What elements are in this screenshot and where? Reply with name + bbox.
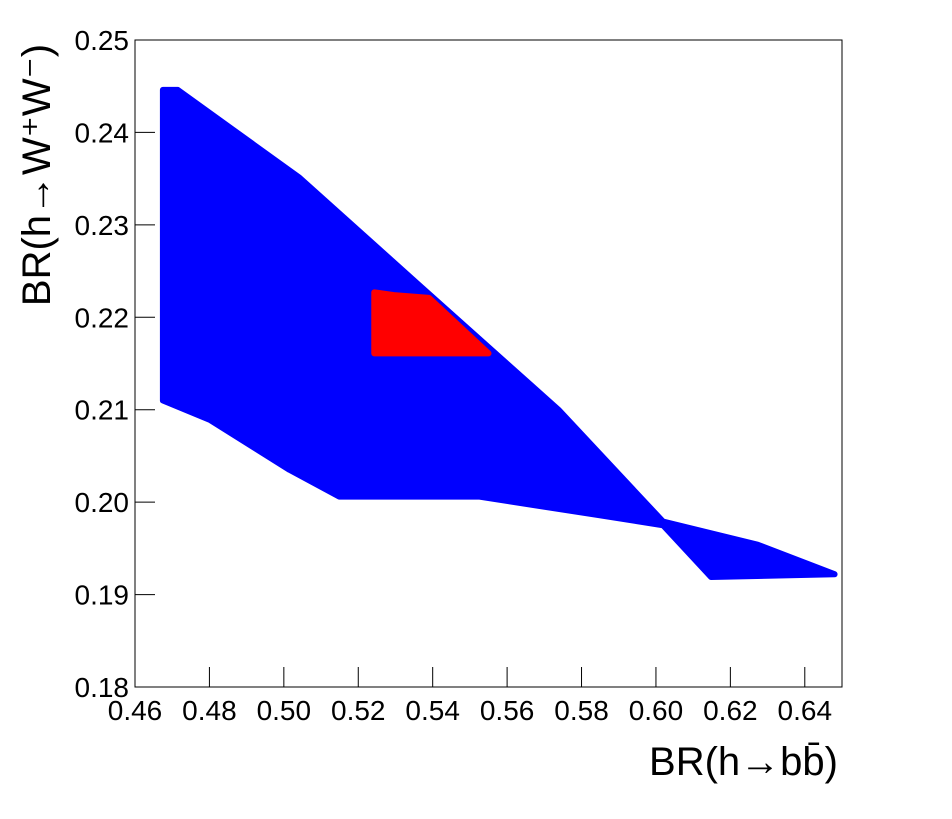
x-tick-label: 0.48: [182, 695, 237, 726]
x-tick-label: 0.54: [405, 695, 460, 726]
y-tick-label: 0.22: [75, 302, 130, 333]
y-tick-label: 0.23: [75, 210, 130, 241]
y-axis-label: BR(h→W⁺W⁻): [15, 44, 59, 306]
region: [159, 86, 838, 581]
y-tick-label: 0.18: [75, 672, 130, 703]
plot-frame: [134, 39, 843, 688]
region: [371, 289, 492, 357]
x-tick-label: 0.62: [703, 695, 758, 726]
y-tick-label: 0.21: [75, 395, 130, 426]
x-tick-label: 0.52: [331, 695, 386, 726]
y-tick-label: 0.19: [75, 580, 130, 611]
x-tick-label: 0.64: [778, 695, 833, 726]
y-tick-label: 0.25: [75, 25, 130, 56]
x-tick-label: 0.50: [257, 695, 312, 726]
x-tick-label: 0.60: [629, 695, 684, 726]
x-axis-label: BR(h→bb̄): [649, 740, 838, 784]
x-tick-label: 0.58: [554, 695, 609, 726]
x-tick-label: 0.56: [480, 695, 535, 726]
x-tick-label: 0.46: [108, 695, 163, 726]
y-tick-label: 0.20: [75, 487, 130, 518]
y-tick-label: 0.24: [75, 117, 130, 148]
